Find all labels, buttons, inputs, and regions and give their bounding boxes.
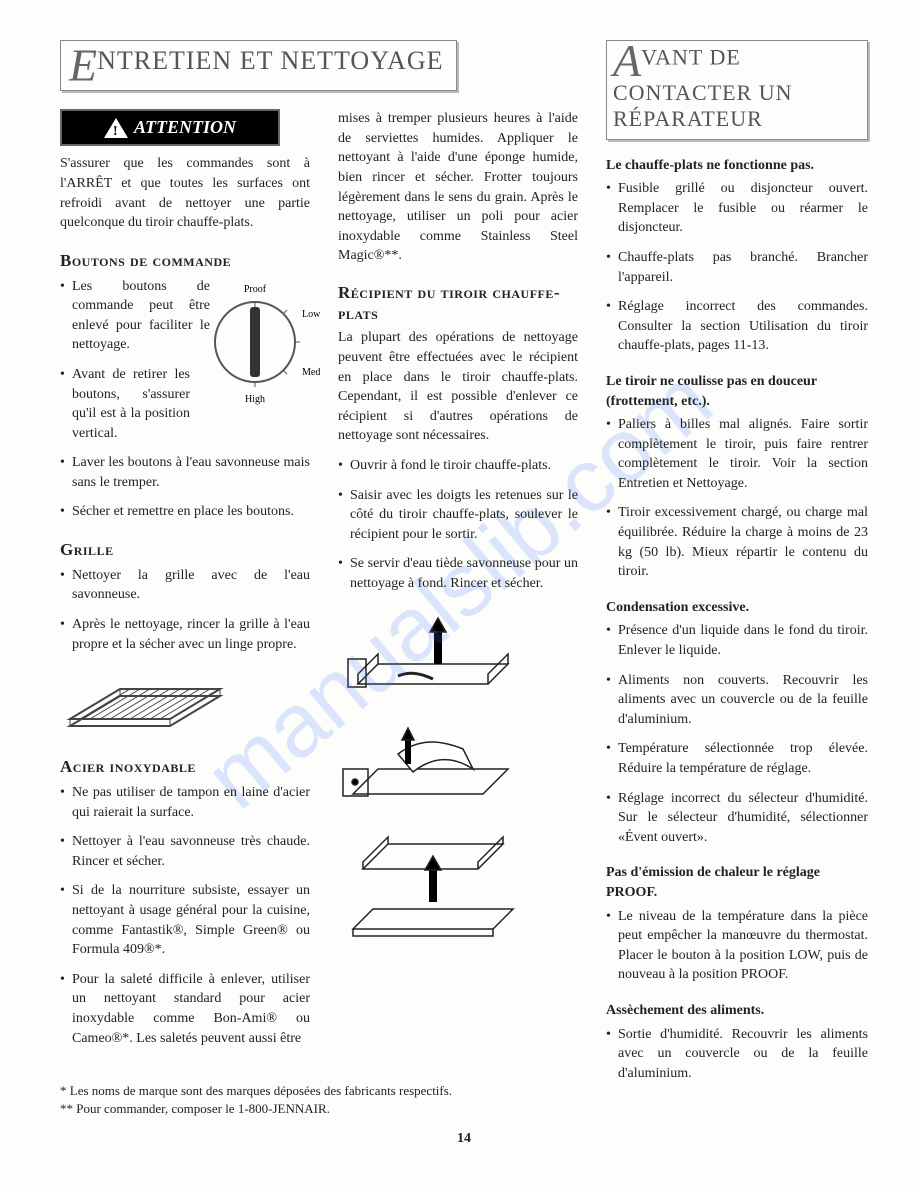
heading-grille: Grille xyxy=(60,538,310,562)
warning-icon xyxy=(104,118,128,138)
column-right: AVANT DE CONTACTER UN RÉPARATEUR Le chau… xyxy=(606,40,868,1093)
column-mid: mises à tremper plusieurs heures à l'aid… xyxy=(338,109,578,1058)
list-item: Saisir avec les doigts les retenues sur … xyxy=(338,486,578,545)
heading-r5: Assèchement des aliments. xyxy=(606,1001,868,1021)
list-item: Température sélectionnée trop élevée. Ré… xyxy=(606,739,868,778)
mid-para1: mises à tremper plusieurs heures à l'aid… xyxy=(338,109,578,266)
list-item: Nettoyer à l'eau savonneuse très chaude.… xyxy=(60,832,310,871)
list-item: Fusible grillé ou disjoncteur ouvert. Re… xyxy=(606,179,868,238)
acier-list: Ne pas utiliser de tampon en laine d'aci… xyxy=(60,783,310,1048)
list-item: Ne pas utiliser de tampon en laine d'aci… xyxy=(60,783,310,822)
heading-acier: Acier inoxydable xyxy=(60,755,310,779)
heading-r1: Le chauffe-plats ne fonctionne pas. xyxy=(606,156,868,176)
heading-recipient: Récipient du tiroir chauffe-plats xyxy=(338,282,578,325)
list-item: Après le nettoyage, rincer la grille à l… xyxy=(60,615,310,654)
heading-r3: Condensation excessive. xyxy=(606,598,868,618)
attention-body: S'assurer que les commandes sont à l'ARR… xyxy=(60,154,310,232)
title-initial-r: A xyxy=(613,35,641,86)
list-item: Les boutons de commande peut être enlevé… xyxy=(60,277,210,355)
drawer-diagram-1 xyxy=(338,604,518,704)
rack-diagram xyxy=(60,664,230,739)
heading-r4: Pas d'émission de chaleur le réglage PRO… xyxy=(606,863,868,902)
list-item: Chauffe-plats pas branché. Brancher l'ap… xyxy=(606,248,868,287)
title-initial: E xyxy=(69,39,97,90)
footnote-2: ** Pour commander, composer le 1-800-JEN… xyxy=(60,1100,560,1118)
list-item: Le niveau de la température dans la pièc… xyxy=(606,907,868,985)
attention-label: ATTENTION xyxy=(134,115,236,140)
list-item: Pour la saleté difficile à enlever, util… xyxy=(60,970,310,1048)
list-item: Nettoyer la grille avec de l'eau savonne… xyxy=(60,566,310,605)
column-left: ATTENTION S'assurer que les commandes so… xyxy=(60,109,310,1058)
list-item: Réglage incorrect du sélecteur d'humidit… xyxy=(606,789,868,848)
drawer-diagram-3 xyxy=(338,814,518,944)
list-item: Si de la nourriture subsiste, essayer un… xyxy=(60,881,310,959)
svg-text:High: High xyxy=(245,394,265,405)
list-item: Se servir d'eau tiède savonneuse pour un… xyxy=(338,554,578,593)
list-item: Sortie d'humidité. Recouvrir les aliment… xyxy=(606,1025,868,1084)
svg-text:Med: Med xyxy=(302,367,320,378)
list-item: Avant de retirer les boutons, s'assurer … xyxy=(60,365,190,443)
dial-diagram: Proof Low Med High xyxy=(200,277,320,412)
list-item: Présence d'un liquide dans le fond du ti… xyxy=(606,621,868,660)
list-item: Tiroir excessivement chargé, ou charge m… xyxy=(606,503,868,581)
main-title-left: ENTRETIEN ET NETTOYAGE xyxy=(60,40,457,91)
main-title-right: AVANT DE CONTACTER UN RÉPARATEUR xyxy=(606,40,868,140)
grille-list: Nettoyer la grille avec de l'eau savonne… xyxy=(60,566,310,654)
list-item: Réglage incorrect des commandes. Consult… xyxy=(606,297,868,356)
list-item: Laver les boutons à l'eau savonneuse mai… xyxy=(60,453,310,492)
svg-text:Proof: Proof xyxy=(244,284,267,295)
heading-boutons: Boutons de commande xyxy=(60,249,310,273)
page-number: 14 xyxy=(60,1129,868,1149)
title-rest: NTRETIEN ET NETTOYAGE xyxy=(97,46,443,75)
list-item: Paliers à billes mal alignés. Faire sort… xyxy=(606,415,868,493)
footnote-block: * Les noms de marque sont des marques dé… xyxy=(60,1082,560,1118)
list-item: Aliments non couverts. Recouvrir les ali… xyxy=(606,671,868,730)
svg-text:Low: Low xyxy=(302,309,320,320)
attention-banner: ATTENTION xyxy=(60,109,280,146)
list-item: Ouvrir à fond le tiroir chauffe-plats. xyxy=(338,456,578,476)
drawer-diagram-2 xyxy=(338,704,518,814)
list-item: Sécher et remettre en place les boutons. xyxy=(60,502,310,522)
footnote-1: * Les noms de marque sont des marques dé… xyxy=(60,1082,560,1100)
heading-r2: Le tiroir ne coulisse pas en douceur (fr… xyxy=(606,372,868,411)
mid-para2: La plupart des opérations de nettoyage p… xyxy=(338,328,578,446)
recipient-list: Ouvrir à fond le tiroir chauffe-plats. S… xyxy=(338,456,578,594)
